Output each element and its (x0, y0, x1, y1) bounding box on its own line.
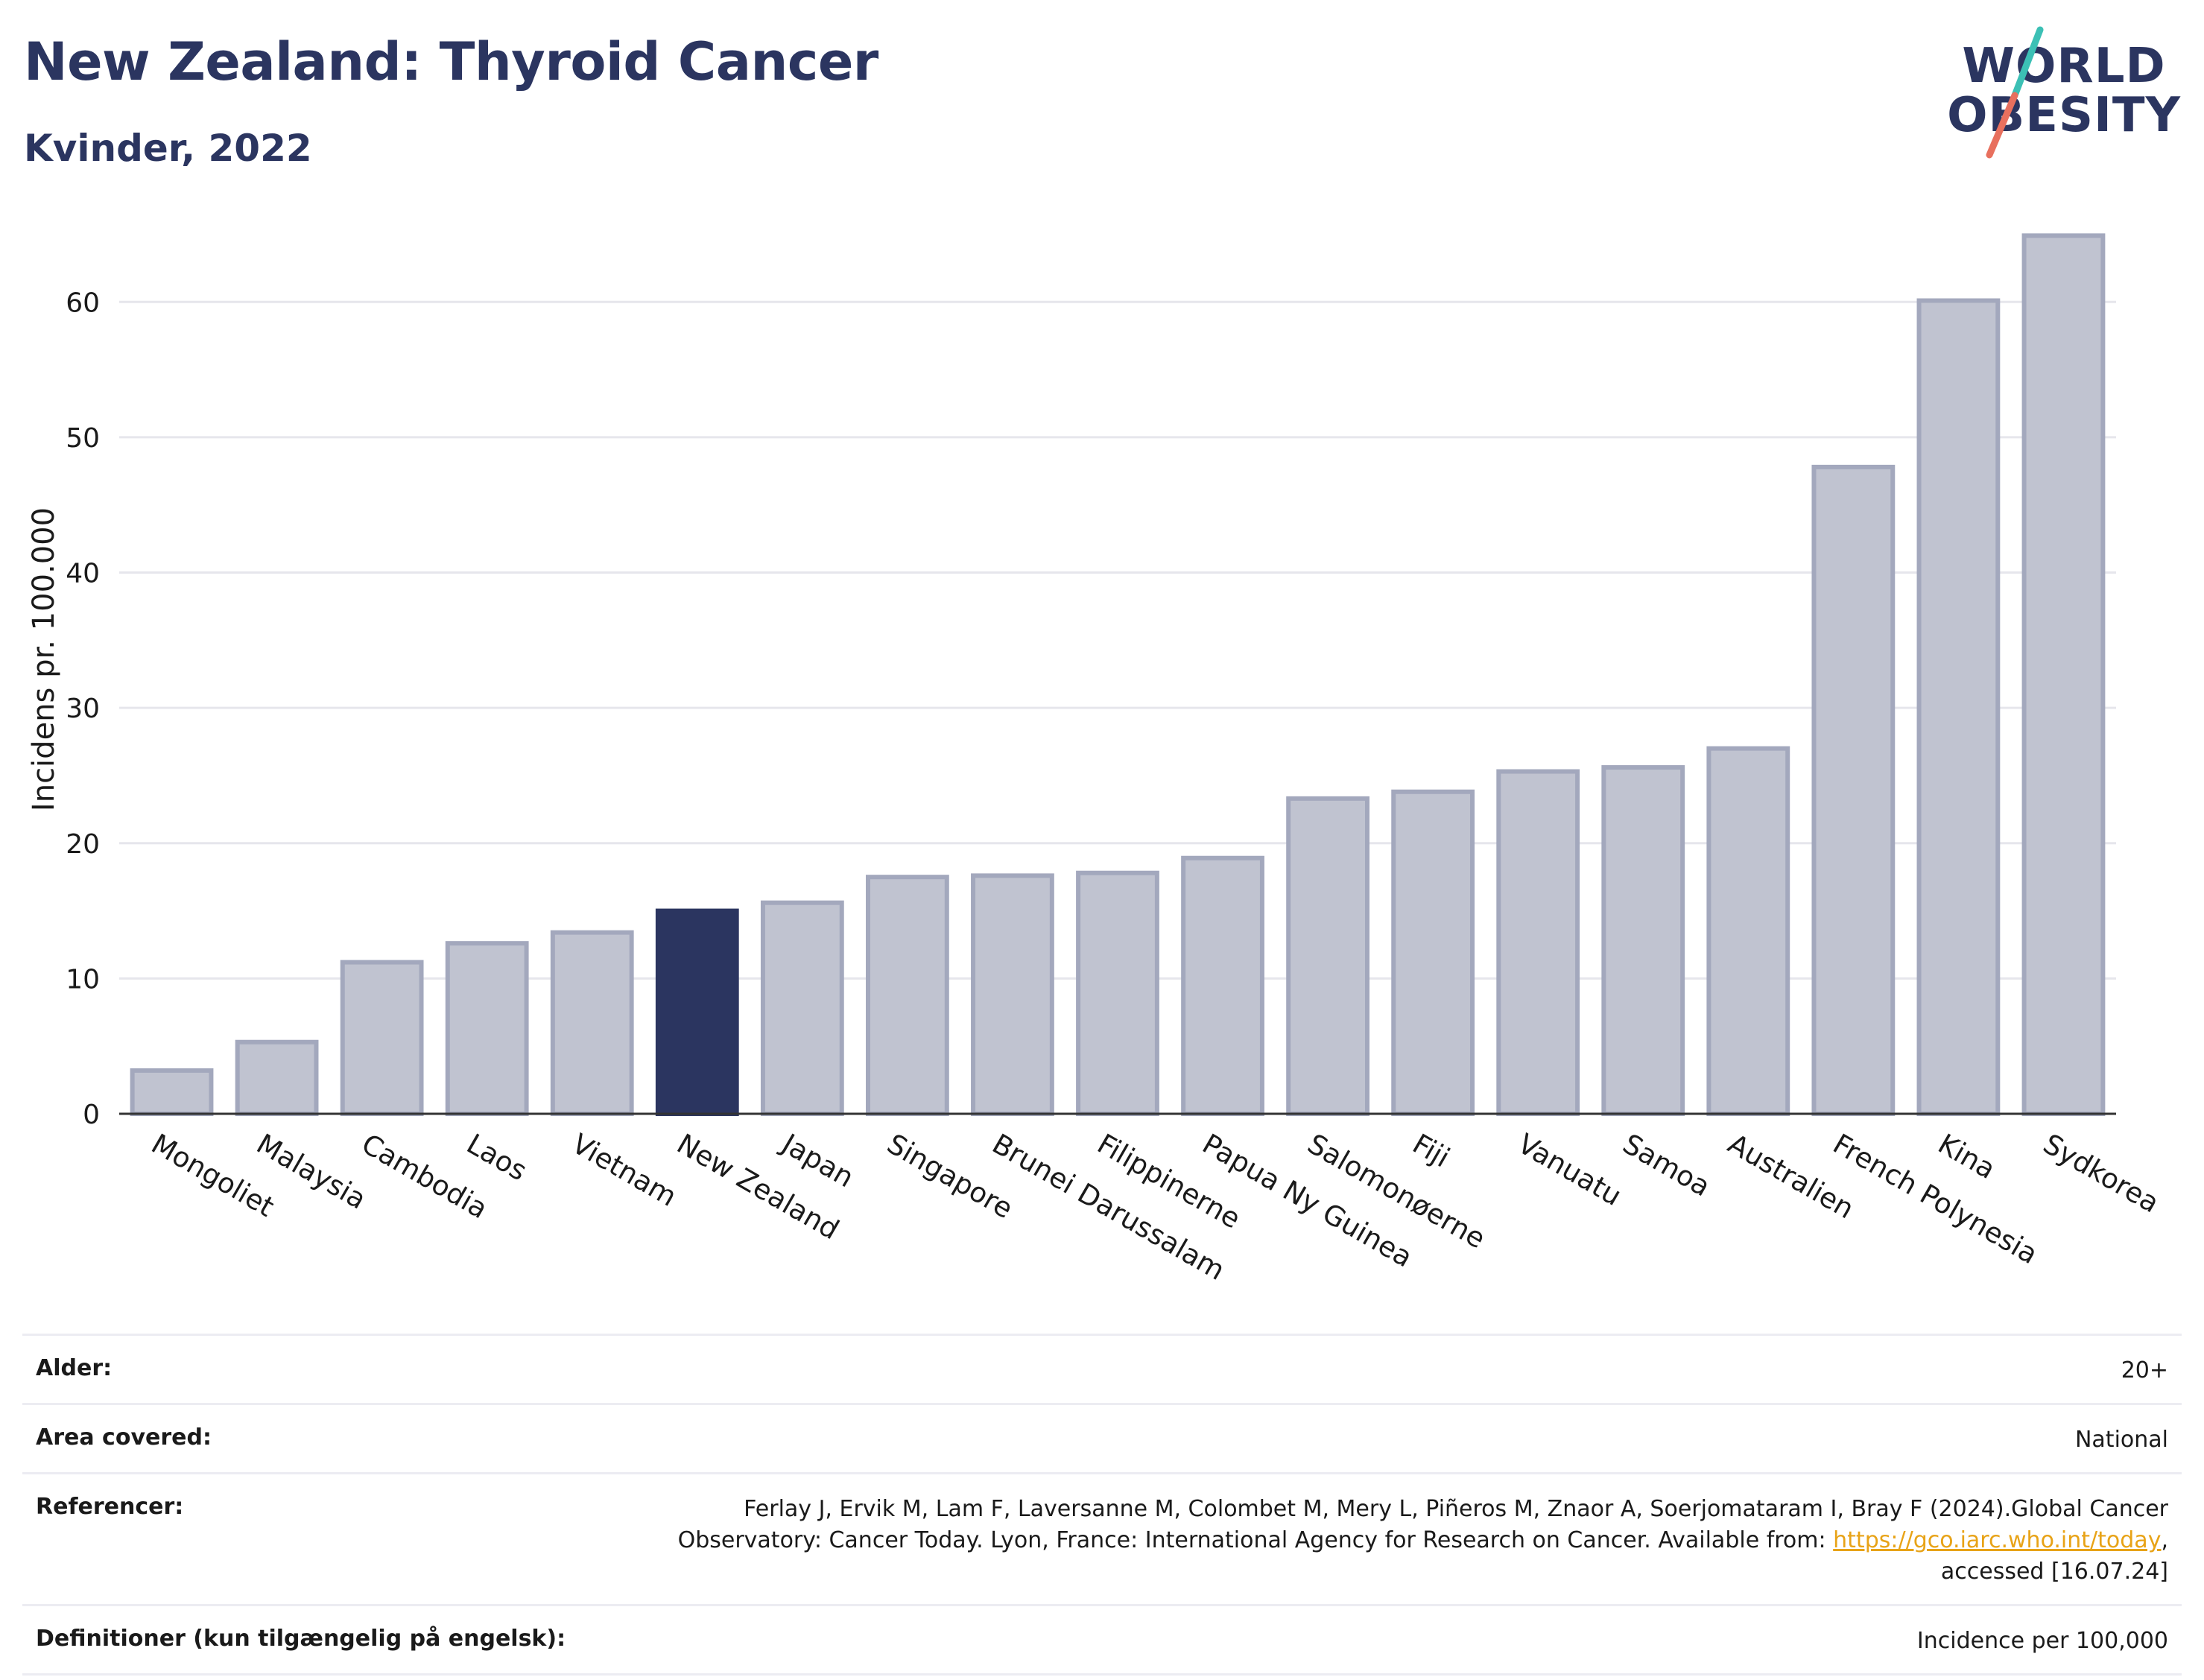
bar-sydkorea (2021, 233, 2106, 1116)
reference-link[interactable]: https://gco.iarc.who.int/today (1833, 1527, 2162, 1553)
bar-brunei-darussalam (971, 873, 1054, 1117)
bar-new-zealand (655, 908, 739, 1117)
x-tick-label: Samoa (1618, 1128, 1716, 1203)
bar-papua-ny-guinea (1181, 855, 1264, 1117)
meta-row-age: Alder: 20+ (22, 1334, 2182, 1403)
meta-row-references: Referencer: Ferlay J, Ervik M, Lam F, La… (22, 1472, 2182, 1604)
y-tick-label: 60 (66, 288, 100, 318)
x-tick-label: Laos (461, 1128, 532, 1188)
bar-japan (760, 900, 844, 1116)
bars (130, 233, 2106, 1117)
bar-vanuatu (1496, 769, 1580, 1116)
world-obesity-logo: WORLD OBESITY (1937, 22, 2191, 164)
bar-cambodia (340, 960, 424, 1117)
meta-label-age: Alder: (36, 1355, 113, 1381)
reference-line-3: accessed [16.07.24] (1940, 1559, 2168, 1585)
meta-value-references: Ferlay J, Ervik M, Lam F, Laversanne M, … (678, 1494, 2168, 1588)
y-tick-label: 50 (66, 423, 100, 454)
meta-value-age: 20+ (2121, 1357, 2168, 1383)
logo-slash-icon (1986, 26, 2044, 159)
bar-singapore (866, 875, 949, 1116)
y-axis-label: Incidens pr. 100.000 (27, 507, 61, 811)
y-tick-label: 30 (66, 694, 100, 724)
x-tick-label: Japan (776, 1127, 860, 1194)
y-tick-label: 40 (66, 559, 100, 589)
y-tick-label: 0 (83, 1100, 100, 1130)
reference-line-2-end: , (2161, 1527, 2168, 1553)
bar-australien (1706, 746, 1790, 1116)
bar-salomon-erne (1286, 796, 1370, 1116)
chart-title: New Zealand: Thyroid Cancer (24, 31, 878, 92)
chart-subtitle: Kvinder, 2022 (24, 127, 312, 170)
bar-fiji (1391, 789, 1475, 1116)
meta-value-definitions: Incidence per 100,000 (1916, 1628, 2168, 1654)
bar-vietnam (550, 930, 634, 1116)
bar-french-polynesia (1811, 464, 1896, 1116)
metadata-table: Alder: 20+ Area covered: National Refere… (22, 1334, 2182, 1676)
meta-label-references: Referencer: (36, 1494, 184, 1520)
meta-label-area: Area covered: (36, 1424, 212, 1451)
x-tick-label: Fiji (1407, 1128, 1455, 1174)
bar-mongoliet (130, 1068, 214, 1116)
reference-line-1: Ferlay J, Ervik M, Lam F, Laversanne M, … (744, 1496, 2168, 1522)
logo-text-obesity: OBESITY (1947, 88, 2181, 143)
y-tick-label: 20 (66, 829, 100, 860)
y-tick-label: 10 (66, 964, 100, 995)
x-tick-label: Vanuatu (1513, 1128, 1627, 1213)
bar-laos (445, 941, 529, 1116)
x-tick-label: Sydkorea (2038, 1128, 2165, 1220)
meta-row-area: Area covered: National (22, 1403, 2182, 1472)
bar-samoa (1601, 765, 1685, 1116)
reference-line-2: Observatory: Cancer Today. Lyon, France:… (677, 1527, 1834, 1553)
meta-label-definitions: Definitioner (kun tilgængelig på engelsk… (36, 1626, 566, 1652)
logo-text-world: WORLD (1962, 39, 2166, 94)
bar-kina (1916, 298, 2001, 1117)
x-tick-label: Kina (1933, 1128, 2001, 1186)
bar-filippinerne (1076, 870, 1159, 1116)
bar-malaysia (235, 1039, 319, 1117)
meta-row-definitions: Definitioner (kun tilgængelig på engelsk… (22, 1604, 2182, 1676)
meta-value-area: National (2074, 1427, 2168, 1453)
x-tick-label: French Polynesia (1828, 1128, 2043, 1271)
bar-chart: 0102030405060MongolietMalaysiaCambodiaLa… (27, 233, 2165, 1287)
x-tick-label: Vietnam (566, 1128, 682, 1213)
